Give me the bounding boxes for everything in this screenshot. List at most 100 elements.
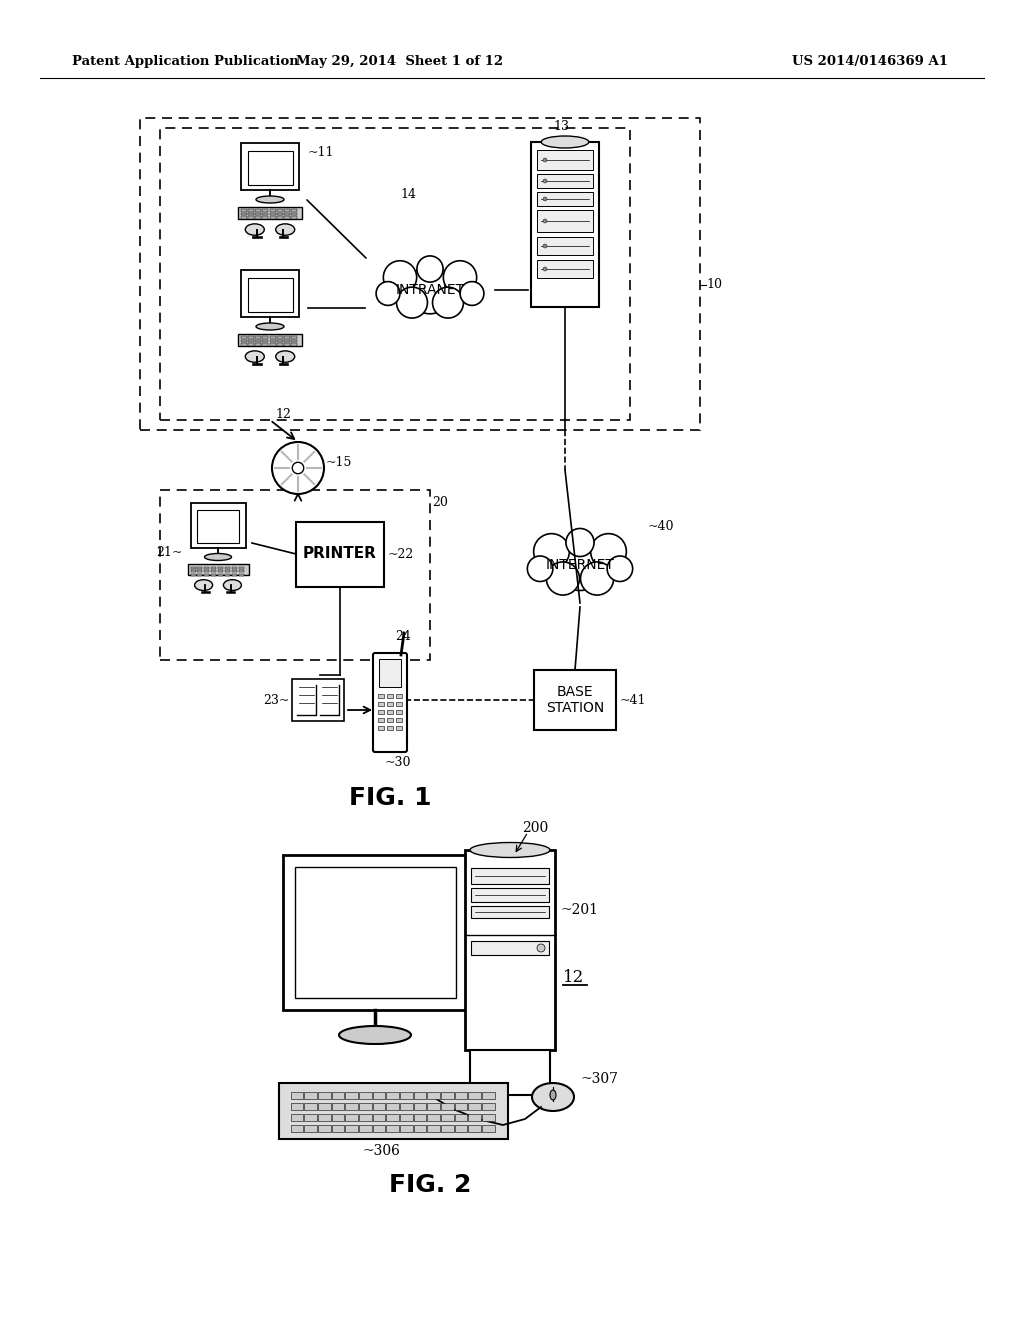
Bar	[270, 216, 276, 219]
FancyBboxPatch shape	[373, 1114, 385, 1121]
FancyBboxPatch shape	[318, 1092, 331, 1100]
Circle shape	[543, 244, 547, 248]
Bar	[239, 566, 244, 569]
Bar	[191, 570, 196, 572]
FancyBboxPatch shape	[318, 1114, 331, 1121]
Bar	[248, 343, 254, 346]
Bar	[248, 210, 254, 211]
Text: May 29, 2014  Sheet 1 of 12: May 29, 2014 Sheet 1 of 12	[296, 55, 504, 69]
Bar	[396, 726, 402, 730]
FancyBboxPatch shape	[379, 659, 401, 686]
Bar	[204, 566, 209, 569]
Bar	[255, 216, 261, 219]
Bar	[225, 566, 230, 569]
Bar	[278, 339, 283, 342]
FancyBboxPatch shape	[241, 143, 299, 190]
Text: ~30: ~30	[385, 755, 412, 768]
Bar	[241, 216, 247, 219]
FancyBboxPatch shape	[188, 564, 249, 576]
FancyBboxPatch shape	[283, 855, 468, 1010]
FancyBboxPatch shape	[373, 1125, 385, 1133]
FancyBboxPatch shape	[386, 1102, 399, 1110]
FancyBboxPatch shape	[386, 1114, 399, 1121]
FancyBboxPatch shape	[386, 1092, 399, 1100]
Bar	[191, 573, 196, 576]
FancyBboxPatch shape	[332, 1092, 344, 1100]
FancyBboxPatch shape	[534, 671, 616, 730]
Text: 12: 12	[563, 969, 585, 986]
Ellipse shape	[256, 195, 284, 203]
Circle shape	[292, 462, 304, 474]
FancyBboxPatch shape	[296, 521, 384, 587]
Bar	[387, 710, 393, 714]
FancyBboxPatch shape	[191, 503, 246, 548]
Text: Patent Application Publication: Patent Application Publication	[72, 55, 299, 69]
Bar	[387, 718, 393, 722]
Text: 21~: 21~	[156, 546, 182, 560]
Ellipse shape	[275, 351, 295, 362]
Text: ~40: ~40	[648, 520, 675, 533]
Ellipse shape	[246, 351, 264, 362]
Bar	[255, 210, 261, 211]
Text: FIG. 1: FIG. 1	[349, 785, 431, 810]
Ellipse shape	[195, 579, 213, 590]
Circle shape	[543, 197, 547, 201]
FancyBboxPatch shape	[304, 1092, 317, 1100]
Bar	[218, 566, 223, 569]
FancyBboxPatch shape	[468, 1125, 481, 1133]
Bar	[197, 573, 202, 576]
FancyBboxPatch shape	[537, 210, 593, 232]
FancyBboxPatch shape	[427, 1114, 440, 1121]
Text: FIG. 2: FIG. 2	[389, 1173, 471, 1197]
FancyBboxPatch shape	[291, 1114, 303, 1121]
FancyBboxPatch shape	[531, 143, 599, 308]
Bar	[197, 566, 202, 569]
FancyBboxPatch shape	[441, 1125, 454, 1133]
FancyBboxPatch shape	[471, 906, 549, 917]
Bar	[255, 213, 261, 215]
Bar	[396, 702, 402, 706]
Text: ~201: ~201	[560, 903, 598, 917]
FancyBboxPatch shape	[197, 510, 239, 543]
Bar	[291, 216, 297, 219]
FancyBboxPatch shape	[304, 1125, 317, 1133]
Bar	[396, 718, 402, 722]
FancyBboxPatch shape	[471, 941, 549, 954]
FancyBboxPatch shape	[455, 1092, 468, 1100]
Bar	[278, 210, 283, 211]
Bar	[378, 718, 384, 722]
Circle shape	[272, 442, 324, 494]
FancyBboxPatch shape	[414, 1114, 426, 1121]
Bar	[239, 573, 244, 576]
FancyBboxPatch shape	[400, 1092, 413, 1100]
FancyBboxPatch shape	[427, 1092, 440, 1100]
Bar	[291, 213, 297, 215]
Bar	[262, 210, 268, 211]
Bar	[218, 570, 223, 572]
Ellipse shape	[223, 579, 242, 590]
Bar	[211, 566, 216, 569]
Bar	[248, 337, 254, 339]
FancyBboxPatch shape	[468, 1102, 481, 1110]
FancyBboxPatch shape	[537, 260, 593, 279]
Bar	[270, 337, 276, 339]
Text: 13: 13	[553, 120, 569, 133]
Bar	[262, 216, 268, 219]
FancyBboxPatch shape	[441, 1114, 454, 1121]
Ellipse shape	[256, 323, 284, 330]
FancyBboxPatch shape	[482, 1102, 495, 1110]
Text: BASE
STATION: BASE STATION	[546, 685, 604, 715]
Circle shape	[537, 944, 545, 952]
Bar	[378, 694, 384, 698]
Text: 311: 311	[285, 869, 311, 882]
FancyBboxPatch shape	[427, 1125, 440, 1133]
FancyBboxPatch shape	[455, 1125, 468, 1133]
FancyBboxPatch shape	[373, 653, 407, 752]
Bar	[241, 213, 247, 215]
Circle shape	[543, 158, 547, 162]
Bar	[387, 726, 393, 730]
Bar	[197, 570, 202, 572]
FancyBboxPatch shape	[471, 888, 549, 902]
FancyBboxPatch shape	[441, 1102, 454, 1110]
Text: 14: 14	[400, 189, 416, 202]
